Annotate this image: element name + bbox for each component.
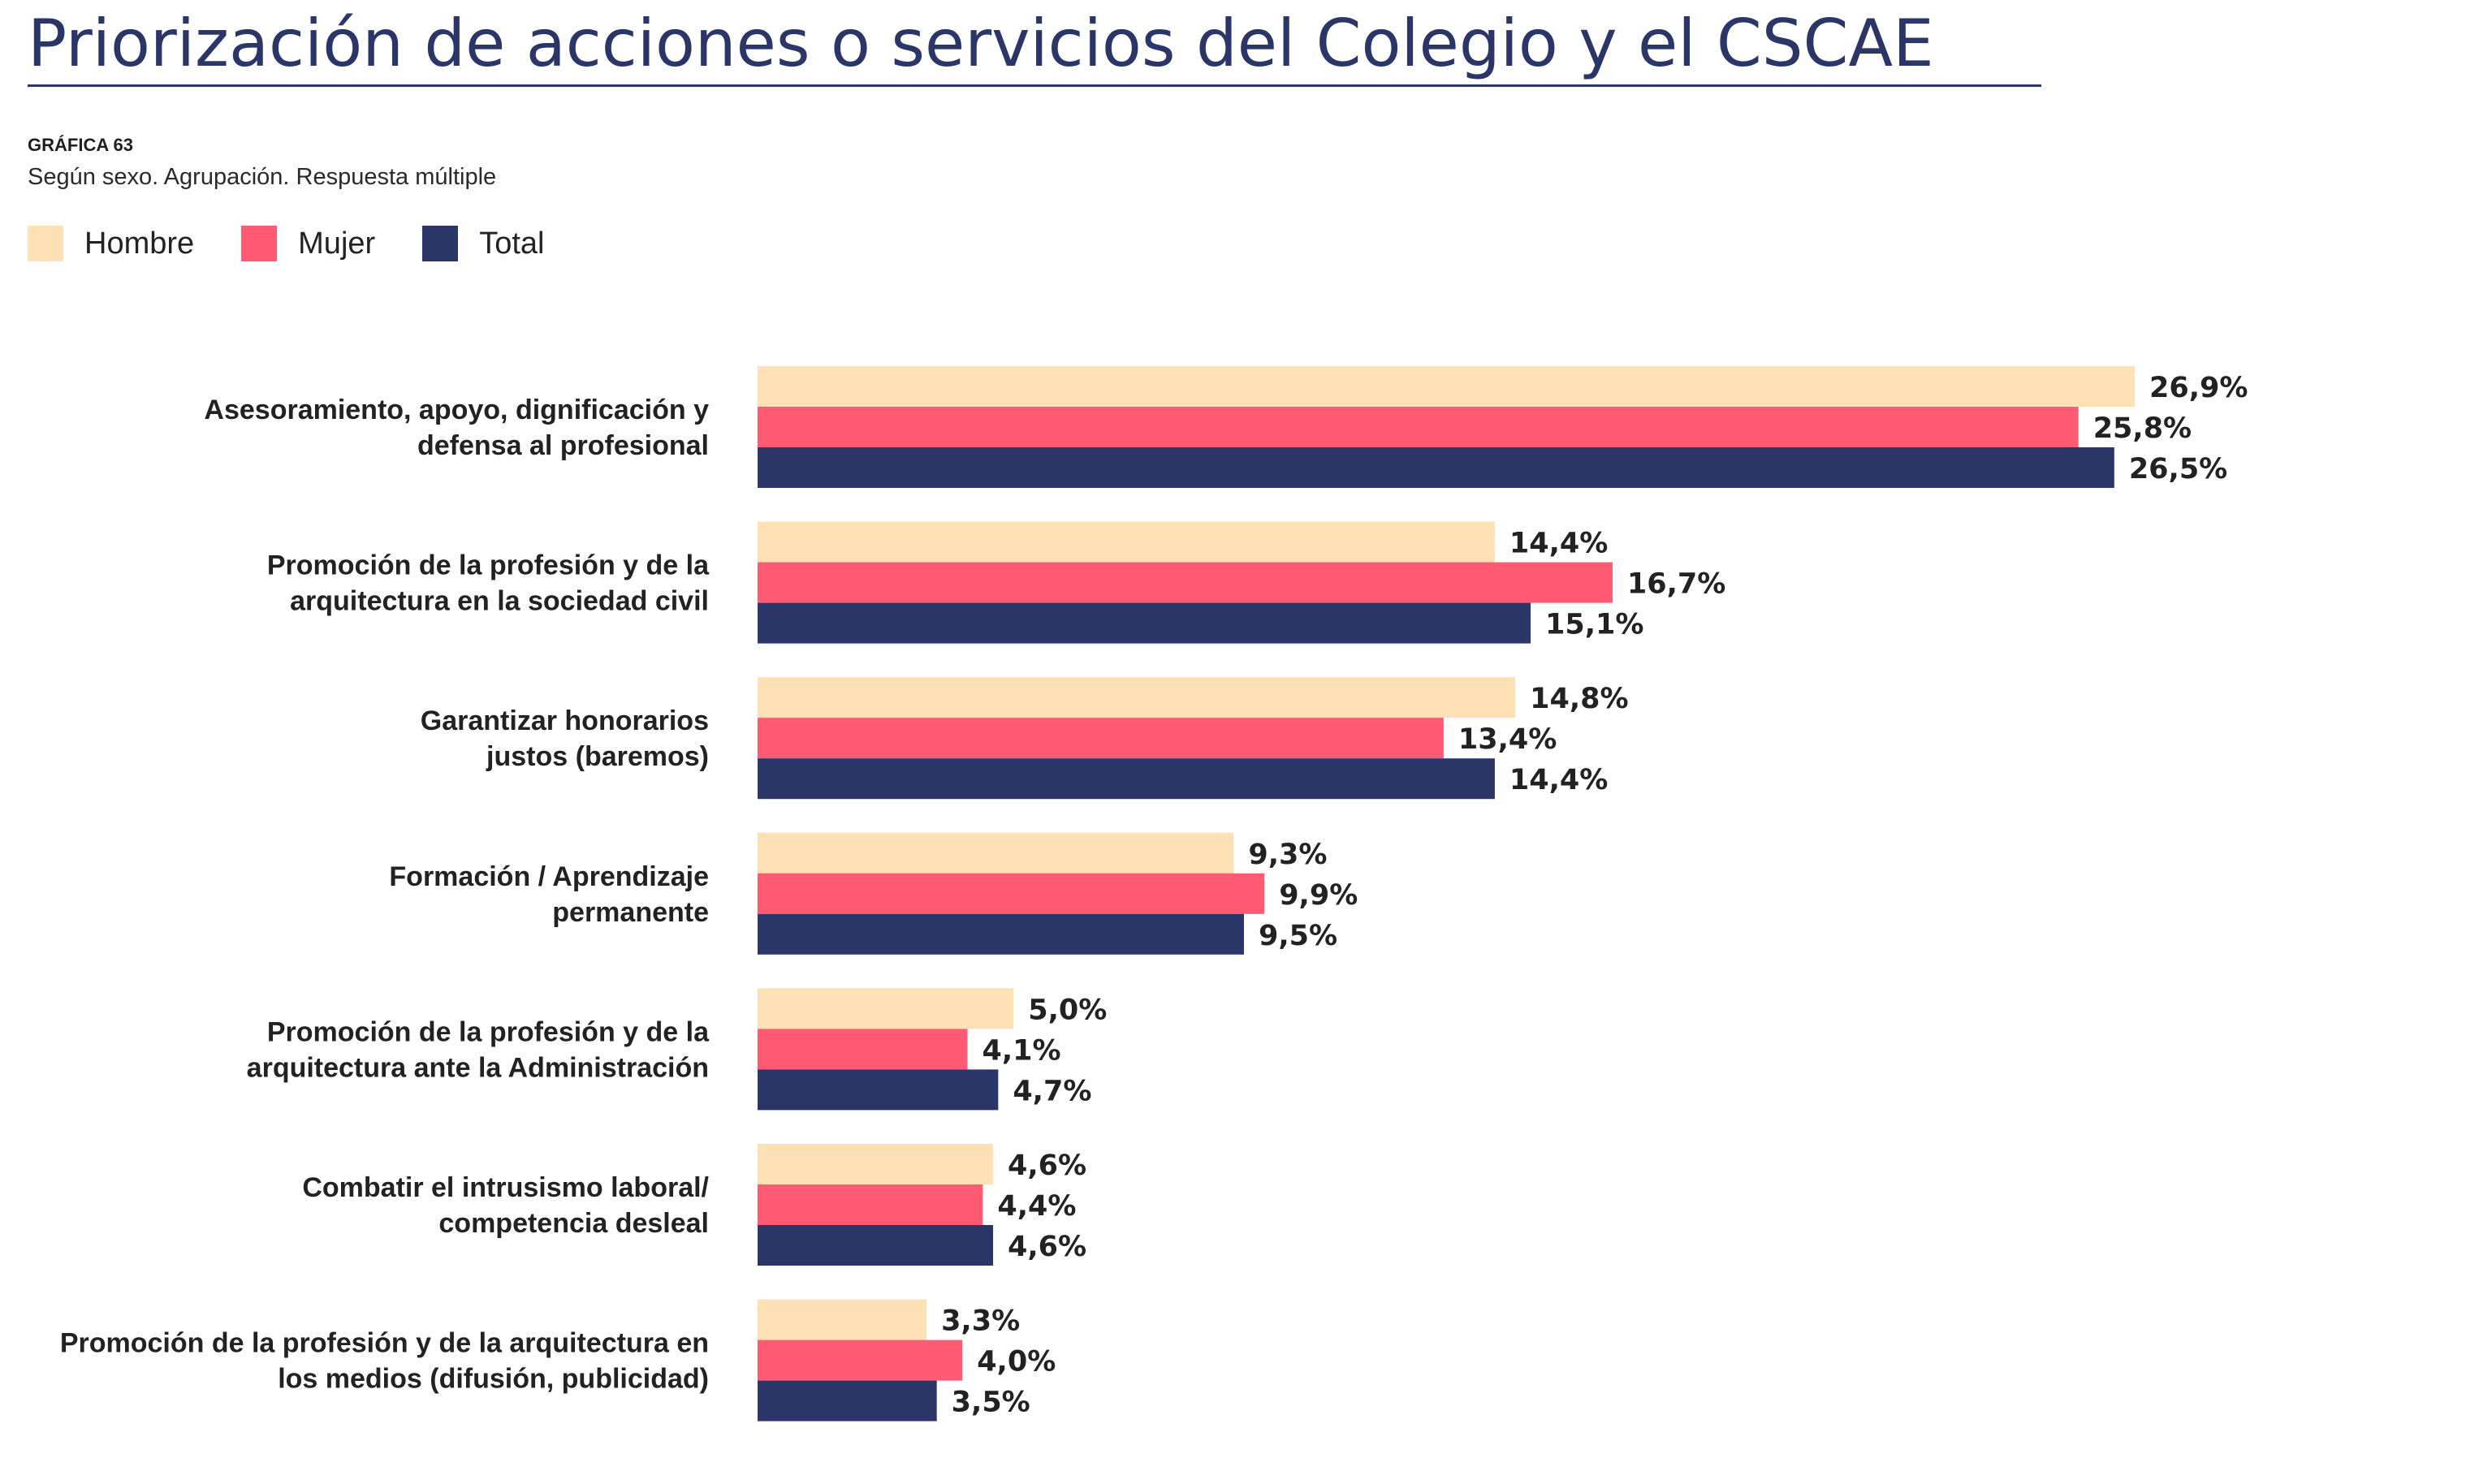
legend-item-hombre: Hombre [28,226,194,261]
category-label-6-line-1: Combatir el intrusismo laboral/ [302,1172,709,1203]
bar-mujer-2 [758,562,1613,603]
bar-mujer-3 [758,718,1444,759]
bar-total-5 [758,1069,999,1111]
legend-swatch-total [422,226,459,261]
category-label-1-line-1: Asesoramiento, apoyo, dignificación y [204,395,709,425]
data-label-mujer-3: 13,4% [1458,723,1557,756]
legend-swatch-mujer [241,226,278,261]
bar-hombre-2 [758,521,1495,563]
data-label-mujer-6: 4,4% [997,1190,1076,1223]
data-label-total-3: 14,4% [1509,764,1608,796]
bar-mujer-5 [758,1029,968,1070]
category-label-7-line-2: los medios (difusión, publicidad) [278,1364,709,1395]
chart-subtitle: Según sexo. Agrupación. Respuesta múltip… [28,164,497,190]
legend-swatch-hombre [28,226,63,261]
data-label-hombre-7: 3,3% [941,1305,1020,1338]
chart-legend: Hombre Mujer Total [28,226,591,261]
bar-mujer-4 [758,873,1265,914]
data-label-mujer-5: 4,1% [983,1034,1061,1067]
data-label-hombre-2: 14,4% [1509,528,1608,560]
category-label-3-line-2: justos (baremos) [486,741,709,772]
category-label-7-line-1: Promoción de la profesión y de la arquit… [60,1328,709,1359]
bar-mujer-7 [758,1339,963,1381]
category-label-5-line-1: Promoción de la profesión y de la [267,1016,710,1047]
data-label-mujer-4: 9,9% [1279,879,1358,912]
category-label-2-line-2: arquitectura en la sociedad civil [290,586,709,617]
data-label-mujer-1: 25,8% [2093,412,2192,445]
category-label-1-line-2: defensa al profesional [417,430,709,461]
bar-total-4 [758,913,1244,955]
data-label-mujer-2: 16,7% [1627,568,1725,601]
data-label-total-4: 9,5% [1259,920,1337,952]
bar-mujer-1 [758,407,2079,447]
bar-total-3 [758,758,1495,800]
data-label-hombre-4: 9,3% [1248,839,1327,871]
legend-item-total: Total [422,226,544,261]
data-label-total-1: 26,5% [2129,453,2227,485]
category-label-5-line-2: arquitectura ante la Administración [247,1052,709,1083]
bar-group-6: Combatir el intrusismo laboral/competenc… [302,1144,1086,1266]
legend-label-mujer: Mujer [298,226,376,261]
data-label-total-2: 15,1% [1545,609,1643,641]
legend-item-mujer: Mujer [241,226,375,261]
data-label-mujer-7: 4,0% [977,1346,1056,1378]
bar-hombre-3 [758,677,1516,718]
legend-label-hombre: Hombre [84,226,195,261]
bar-total-2 [758,602,1531,644]
bar-group-3: Garantizar honorarios justos (baremos) 14,… [421,677,1629,800]
data-label-total-6: 4,6% [1008,1231,1086,1263]
data-label-hombre-5: 5,0% [1028,994,1107,1026]
page-title: Priorización de acciones o servicios del… [28,6,1934,81]
bar-hombre-7 [758,1299,927,1340]
bar-hombre-5 [758,988,1014,1029]
legend-label-total: Total [479,226,545,261]
chart-number: GRÁFICA 63 [28,135,133,155]
bar-group-7: Promoción de la profesión y de la arquit… [60,1299,1056,1421]
bar-total-7 [758,1380,937,1421]
bar-group-4: Formación / Aprendizaje permanente 9,3% 9,9… [389,832,1358,955]
category-label-2-line-1: Promoción de la profesión y de la [267,550,710,581]
bar-group-1: Asesoramiento, apoyo, dignificación y def… [204,366,2248,488]
data-label-hombre-3: 14,8% [1530,683,1628,715]
bar-group-5: Promoción de la profesión y de la arquite… [247,988,1107,1111]
category-label-3-line-1: Garantizar honorarios [421,705,709,736]
bar-mujer-6 [758,1184,983,1225]
title-underline [28,84,2041,87]
category-label-6-line-2: competencia desleal [438,1208,709,1239]
bar-total-1 [758,447,2114,488]
bar-hombre-4 [758,832,1234,874]
data-label-total-5: 4,7% [1013,1075,1091,1107]
bar-total-6 [758,1225,994,1266]
bar-hombre-6 [758,1144,994,1184]
bar-group-2: Promoción de la profesión y de la arquite… [267,521,1725,644]
data-label-hombre-6: 4,6% [1008,1150,1086,1182]
category-label-4-line-2: permanente [552,897,709,928]
data-label-hombre-1: 26,9% [2149,372,2248,404]
category-label-4-line-1: Formación / Aprendizaje [389,861,709,892]
data-label-total-7: 3,5% [952,1387,1030,1419]
bar-hombre-1 [758,366,2136,407]
